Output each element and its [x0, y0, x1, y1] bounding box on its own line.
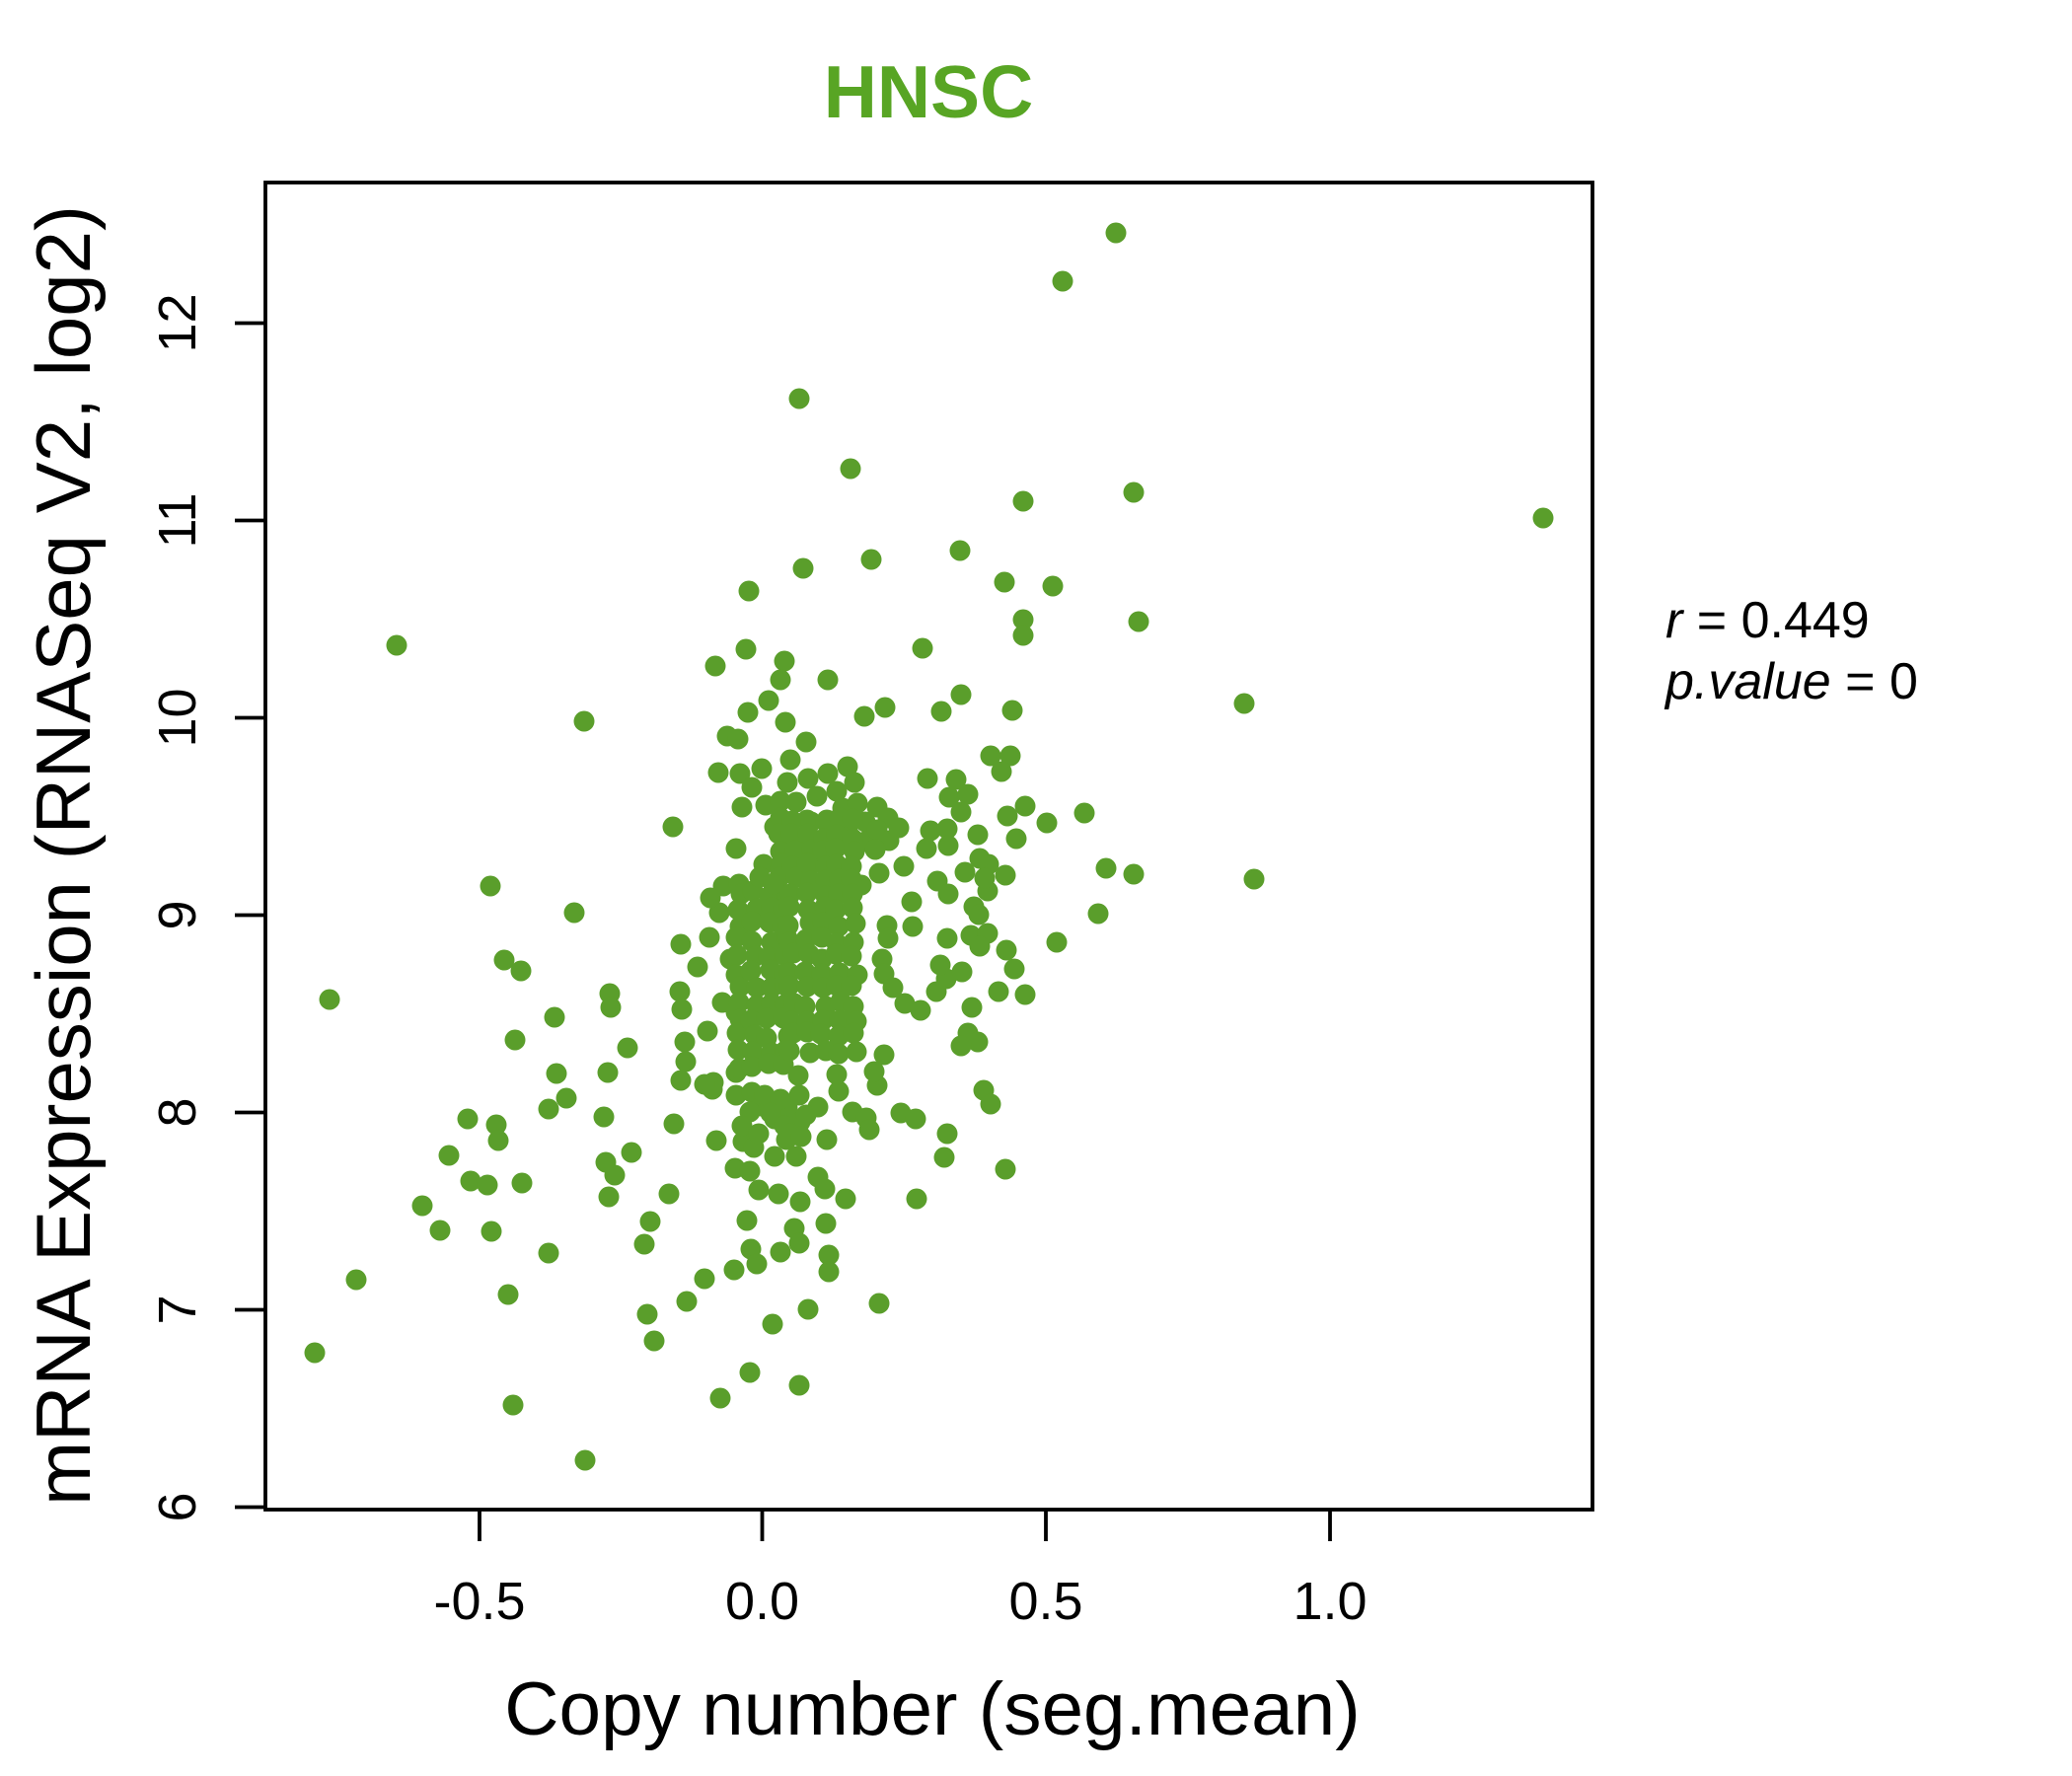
- svg-text:12: 12: [148, 293, 207, 352]
- svg-text:r = 0.449: r = 0.449: [1665, 592, 1870, 649]
- svg-text:1.0: 1.0: [1293, 1572, 1367, 1631]
- svg-text:mRNA Expression (RNASeq V2, lo: mRNA Expression (RNASeq V2, log2): [20, 205, 107, 1506]
- svg-text:6: 6: [148, 1492, 207, 1521]
- svg-text:-0.5: -0.5: [433, 1572, 525, 1631]
- svg-text:Copy number (seg.mean): Copy number (seg.mean): [504, 1667, 1360, 1751]
- svg-text:10: 10: [148, 688, 207, 747]
- svg-text:9: 9: [148, 900, 207, 929]
- svg-text:11: 11: [148, 492, 207, 548]
- svg-text:HNSC: HNSC: [824, 50, 1034, 133]
- svg-text:7: 7: [148, 1295, 207, 1324]
- svg-text:0.5: 0.5: [1008, 1572, 1082, 1631]
- svg-text:0.0: 0.0: [725, 1572, 799, 1631]
- svg-text:8: 8: [148, 1097, 207, 1127]
- svg-text:p.value = 0: p.value = 0: [1664, 653, 1918, 710]
